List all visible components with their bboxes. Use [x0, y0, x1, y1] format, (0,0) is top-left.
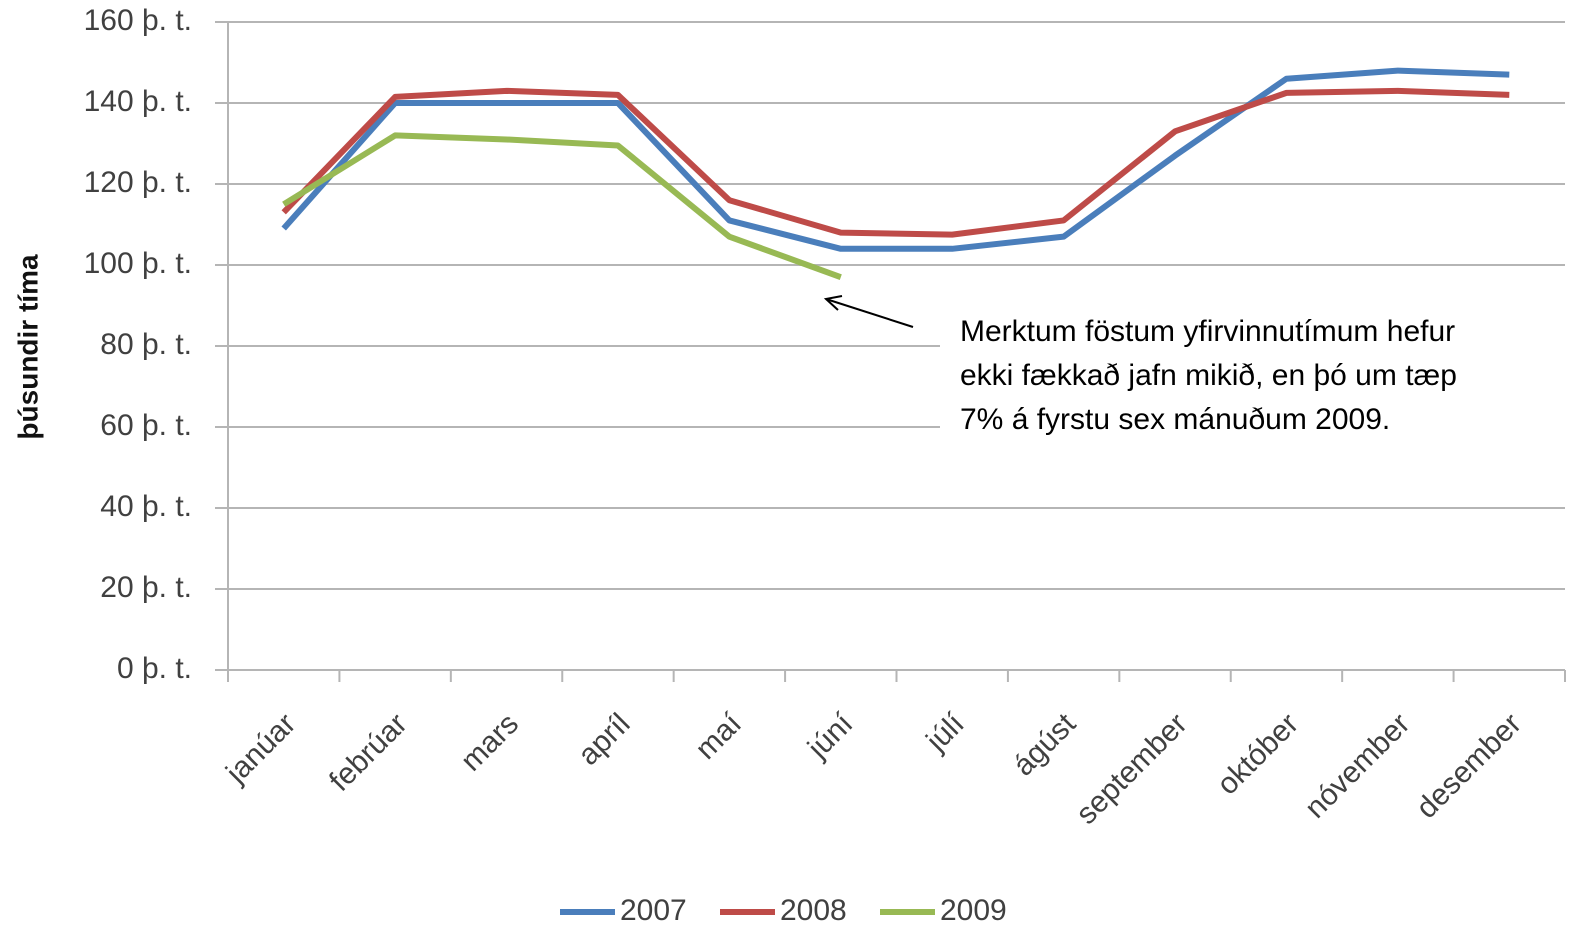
series-line: [281, 87, 1510, 238]
y-tick-label: 80 þ. t.: [100, 328, 192, 361]
x-tick-label: júní: [801, 707, 860, 766]
annotation-arrowhead: [823, 295, 843, 311]
y-tick-label: 20 þ. t.: [100, 571, 192, 604]
legend-label: 2007: [620, 894, 687, 927]
legend-label: 2009: [940, 894, 1007, 927]
y-tick-label: 60 þ. t.: [100, 409, 192, 442]
x-tick-label: mars: [455, 707, 525, 777]
x-tick-label: september: [1070, 707, 1194, 831]
x-tick-label: október: [1211, 707, 1305, 801]
x-tick-label: febrúar: [323, 707, 414, 798]
annotation-text: 7% á fyrstu sex mánuðum 2009.: [960, 403, 1390, 436]
annotation-arrow: [825, 298, 914, 328]
annotation-box: [940, 302, 1565, 452]
y-tick-label: 160 þ. t.: [84, 4, 192, 37]
x-tick-label: júlí: [920, 707, 972, 759]
y-tick-label: 0 þ. t.: [117, 652, 192, 685]
x-tick-label: ágúst: [1007, 707, 1083, 783]
annotation-text: Merktum föstum yfirvinnutímum hefur: [960, 315, 1455, 348]
annotation-text: ekki fækkað jafn mikið, en þó um tæp: [960, 359, 1457, 392]
x-tick-label: nóvember: [1299, 707, 1417, 825]
x-tick-label: maí: [689, 707, 748, 766]
y-tick-label: 40 þ. t.: [100, 490, 192, 523]
series-line: [282, 132, 842, 280]
y-tick-label: 120 þ. t.: [84, 166, 192, 199]
series-line: [281, 67, 1510, 252]
y-tick-label: 100 þ. t.: [84, 247, 192, 280]
x-tick-label: janúar: [219, 707, 302, 790]
y-axis-label: þúsundir tíma: [12, 254, 43, 440]
y-tick-label: 140 þ. t.: [84, 85, 192, 118]
legend-label: 2008: [780, 894, 847, 927]
x-tick-label: desember: [1410, 707, 1528, 825]
x-tick-label: apríl: [572, 707, 637, 772]
